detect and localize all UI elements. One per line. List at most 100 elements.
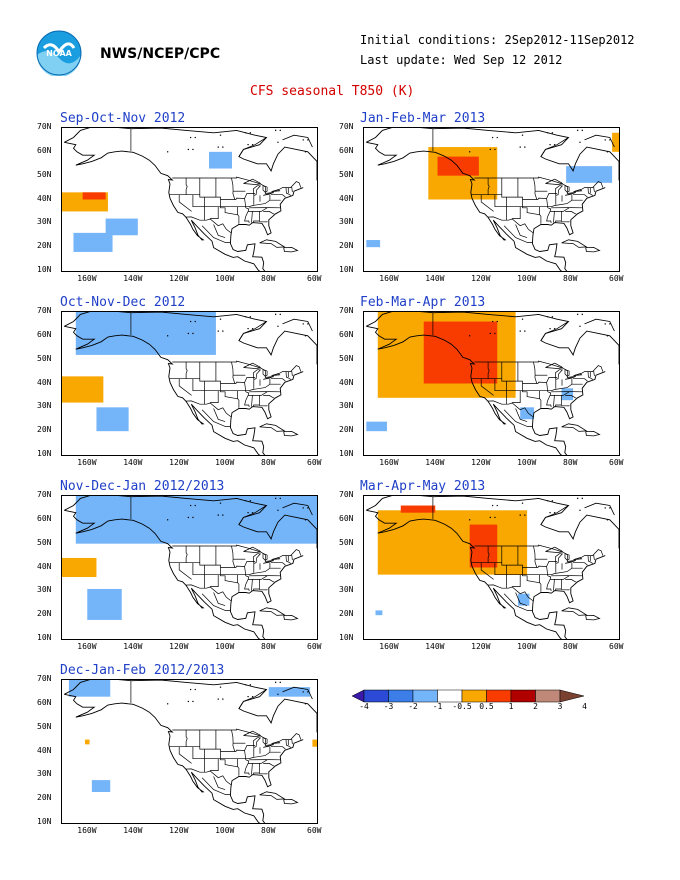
island-dot	[576, 129, 579, 132]
anomaly-lblue	[75, 312, 216, 355]
island-dot	[491, 320, 494, 323]
island-dot	[217, 514, 219, 516]
political-border	[511, 574, 521, 587]
cuba-outline	[561, 607, 588, 616]
map-panel	[61, 127, 318, 272]
island-dot	[187, 516, 190, 519]
island-dot	[247, 327, 249, 330]
island-dot	[222, 698, 224, 700]
colorbar-label: 3	[557, 702, 563, 711]
island-dot	[521, 134, 524, 136]
lat-tick-label: 70N	[339, 122, 354, 131]
island-dot	[219, 686, 222, 688]
great-lake-outline	[565, 560, 576, 564]
political-border	[172, 728, 302, 746]
panel-title: Oct-Nov-Dec 2012	[60, 295, 186, 310]
political-border	[251, 211, 253, 223]
anomaly-lblue	[520, 407, 534, 420]
island-dot	[192, 148, 194, 151]
anomaly-orange	[312, 739, 317, 747]
island-dot	[547, 316, 549, 318]
island-dot	[192, 332, 194, 335]
cuba-outline	[259, 791, 286, 800]
political-border	[185, 768, 232, 786]
political-border	[213, 592, 226, 606]
political-border	[515, 408, 528, 422]
colorbar-segment	[437, 689, 463, 703]
lat-tick-label: 30N	[37, 217, 52, 227]
anomaly-orange	[84, 739, 90, 745]
island-dot	[302, 323, 304, 325]
political-border	[248, 207, 281, 212]
island-dot	[609, 323, 611, 325]
coastline-west	[366, 325, 563, 455]
lon-tick-label: 100W	[215, 458, 235, 467]
great-lake-outline	[564, 185, 570, 193]
island-dot	[551, 500, 554, 502]
island-dot	[468, 151, 471, 153]
island-dot	[189, 320, 192, 323]
map-canvas	[62, 496, 317, 639]
hudson-bay-coast	[238, 689, 267, 709]
political-border	[593, 555, 595, 561]
political-border	[169, 561, 255, 568]
lat-tick-label: 30N	[37, 585, 52, 595]
island-dot	[304, 703, 307, 705]
island-dot	[579, 509, 581, 511]
great-lake-outline	[565, 192, 576, 196]
political-border	[480, 194, 494, 212]
island-dot	[222, 146, 224, 148]
political-border	[503, 225, 533, 243]
lon-tick-label: 60W	[609, 274, 624, 283]
political-border	[593, 187, 595, 193]
political-border	[573, 194, 588, 198]
island-dot	[251, 695, 254, 698]
political-border	[285, 187, 291, 197]
island-dot	[576, 313, 579, 316]
hispaniola-outline	[585, 614, 601, 621]
island-dot	[604, 323, 606, 325]
lon-tick-label: 100W	[517, 274, 537, 283]
island-dot	[606, 335, 609, 337]
lat-tick-label: 70N	[37, 122, 52, 131]
lon-tick-label: 160W	[77, 642, 97, 651]
great-lake-outline	[262, 737, 268, 745]
lon-tick-label: 120W	[471, 458, 491, 467]
lat-tick-label: 50N	[37, 721, 52, 731]
island-dot	[166, 519, 169, 521]
colorbar-arrow-left	[352, 689, 365, 703]
hudson-bay-coast	[238, 321, 267, 341]
anomaly-lblue	[87, 588, 122, 620]
island-dot	[166, 151, 169, 153]
lat-tick-label: 20N	[37, 425, 52, 435]
island-dot	[581, 129, 583, 132]
colorbar-segment	[388, 689, 414, 703]
political-border	[169, 193, 255, 200]
great-lake-outline	[263, 560, 274, 564]
map-canvas	[366, 312, 619, 455]
island-dot	[491, 504, 494, 507]
political-border	[291, 187, 293, 193]
anomaly-red	[82, 192, 106, 200]
lon-tick-label: 120W	[169, 458, 189, 467]
anomaly-red	[437, 156, 479, 176]
island-dot	[249, 132, 252, 134]
lat-tick-label: 40N	[37, 377, 52, 387]
island-dot	[217, 146, 219, 148]
lat-tick-label: 60N	[37, 329, 52, 339]
lat-tick-label: 30N	[339, 585, 354, 595]
political-border	[271, 194, 286, 198]
political-border	[561, 588, 570, 591]
lat-tick-label: 20N	[339, 425, 354, 435]
political-border	[253, 395, 260, 407]
island-dot	[551, 132, 554, 134]
political-border	[185, 178, 188, 195]
lon-tick-label: 60W	[609, 458, 624, 467]
island-dot	[609, 507, 611, 509]
baffin-coast	[282, 686, 313, 700]
political-border	[565, 395, 577, 399]
political-border	[487, 216, 534, 234]
political-border	[185, 546, 188, 563]
coastline-west	[366, 509, 563, 639]
lat-tick-label: 40N	[339, 193, 354, 203]
